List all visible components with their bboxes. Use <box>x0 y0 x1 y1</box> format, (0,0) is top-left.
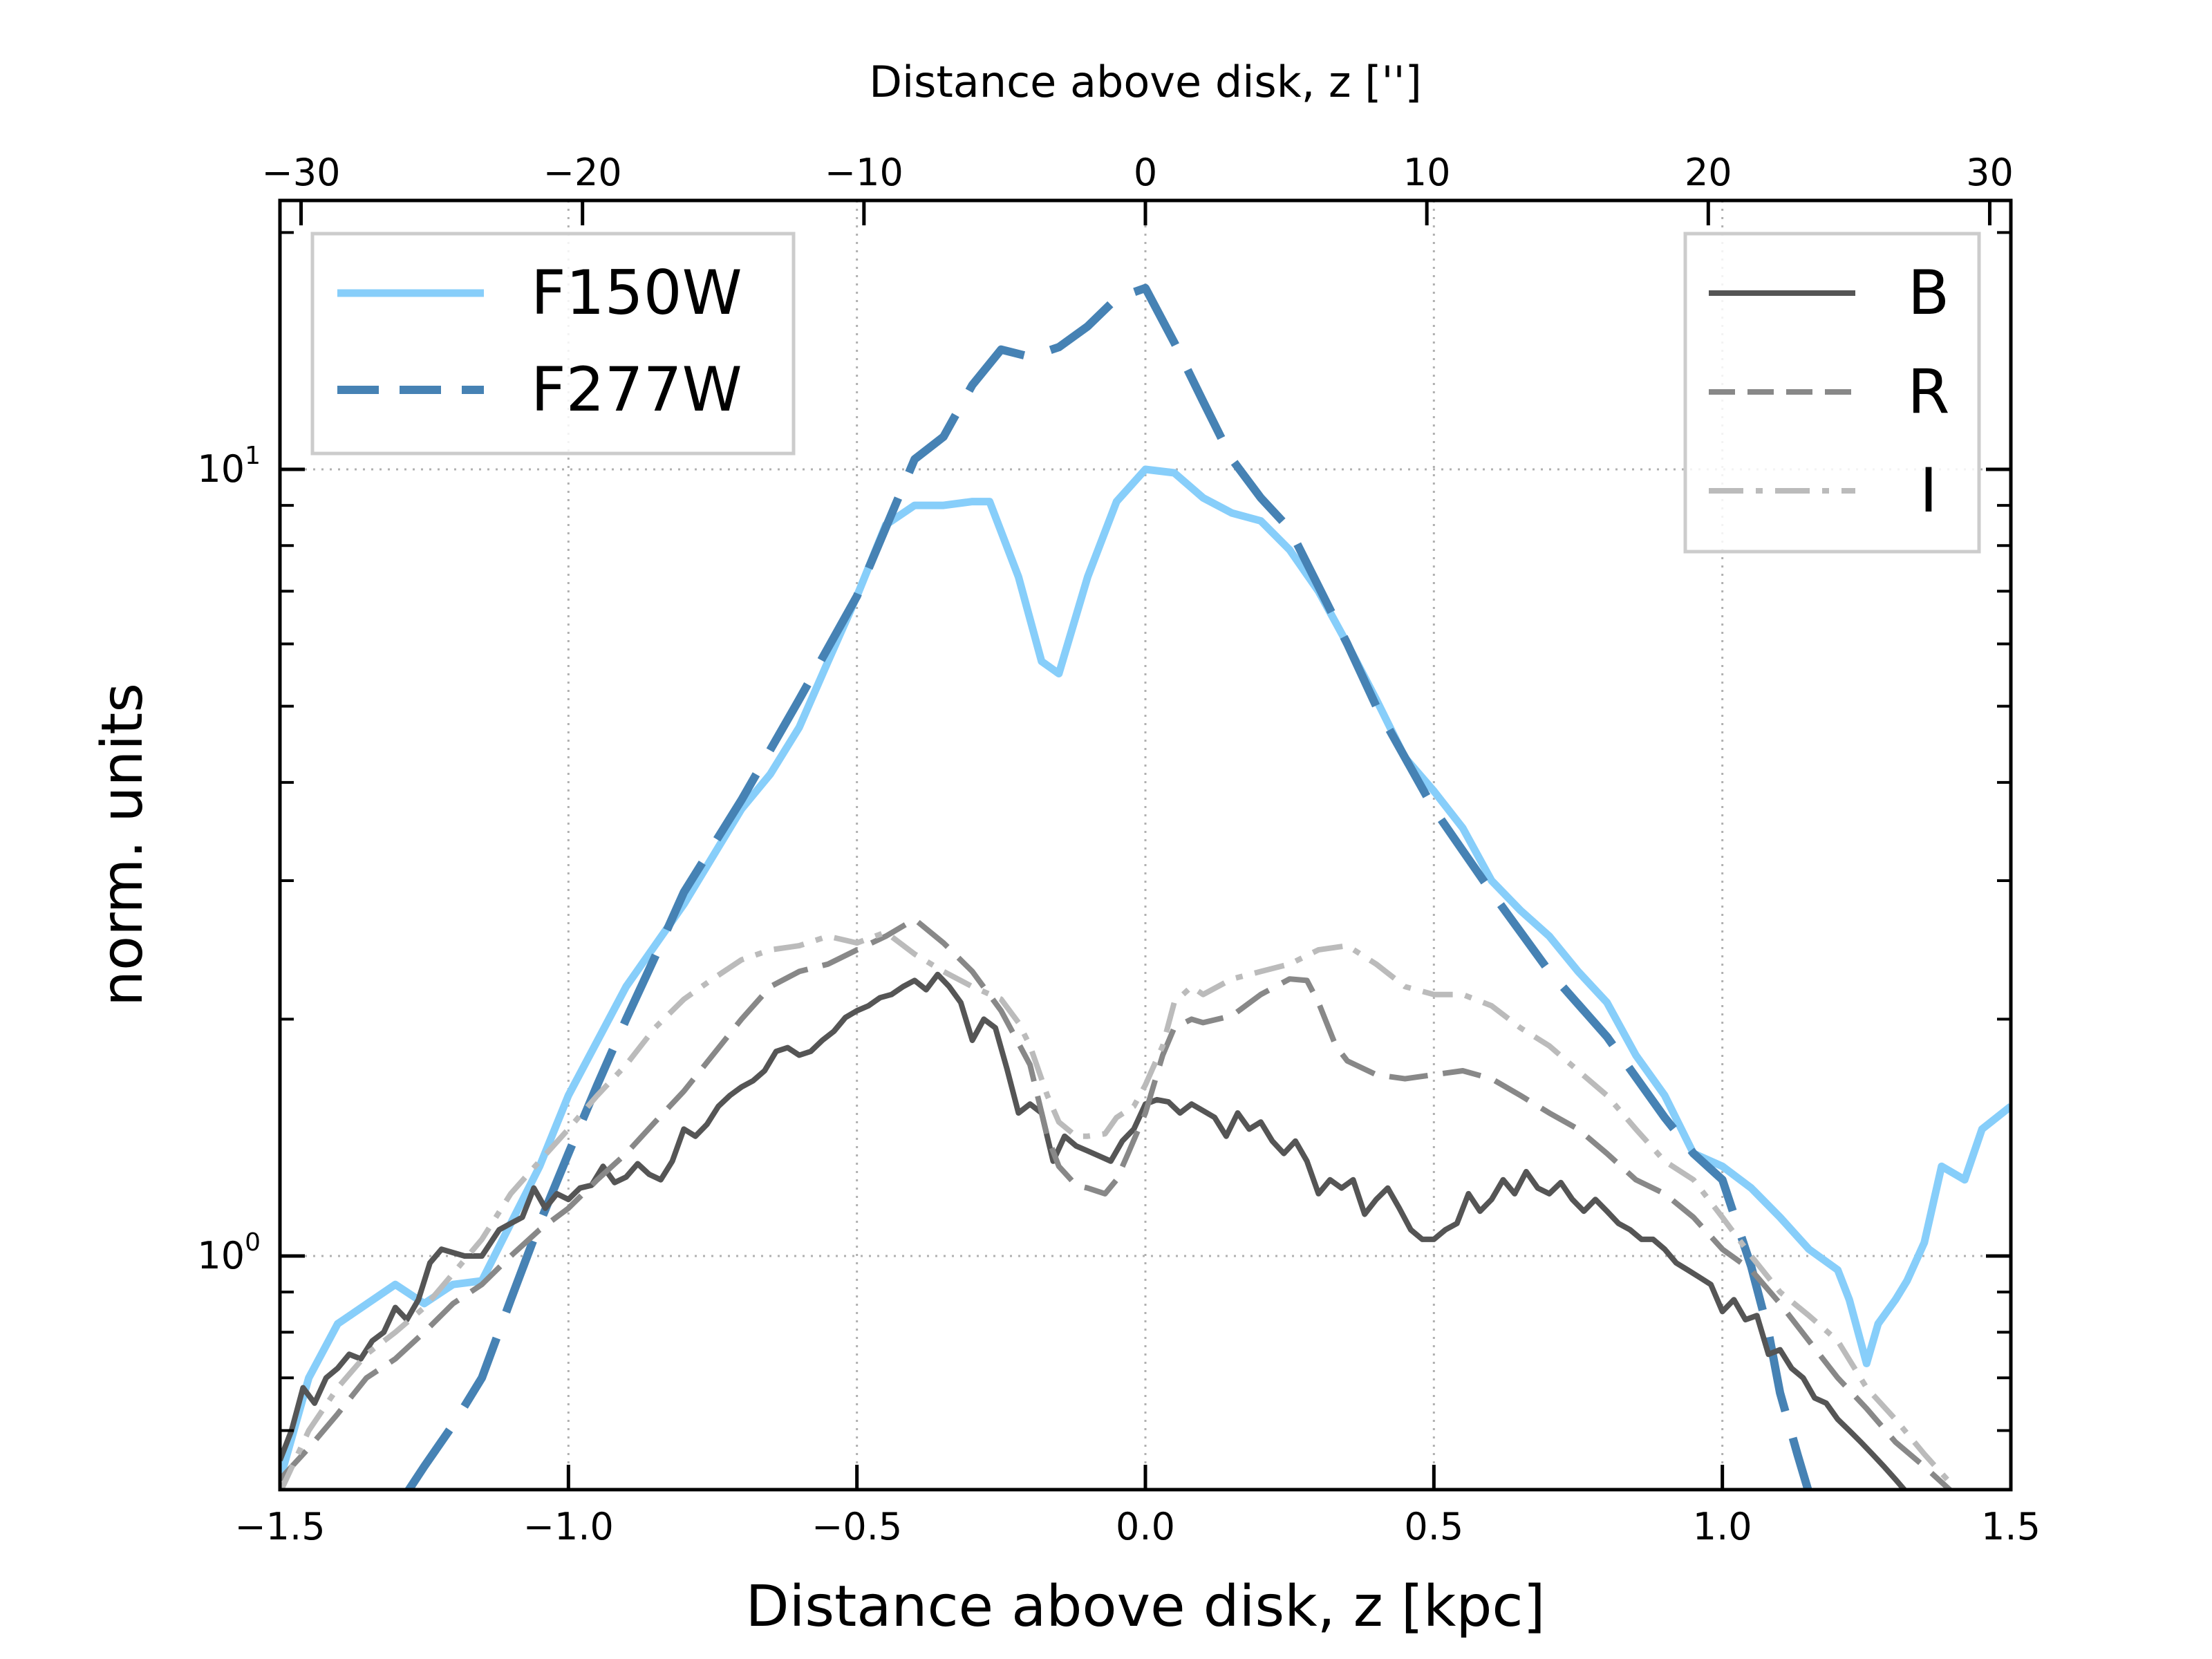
top-tick-label: −10 <box>825 151 903 194</box>
series-lines <box>280 283 2011 1490</box>
legend-label-f277w: F277W <box>531 354 742 425</box>
y-axis-title: norm. units <box>90 683 156 1006</box>
x-tick-label: 1.5 <box>1981 1505 2041 1548</box>
top-tick-label: 10 <box>1403 151 1451 194</box>
x-tick-label: −1.0 <box>523 1505 614 1548</box>
y-tick-label: 100 <box>197 1228 261 1277</box>
axis-ticks: −1.5 −1.0 −0.5 0.0 0.5 1.0 1.5 −30 −20 −10 0 10 20 30… <box>197 151 2041 1548</box>
x-tick-label: −0.5 <box>812 1505 902 1548</box>
x-tick-label: 0.0 <box>1116 1505 1175 1548</box>
x-tick-label: −1.5 <box>234 1505 325 1548</box>
series-line-f277w <box>404 283 1812 1490</box>
x-tick-label: 1.0 <box>1693 1505 1752 1548</box>
legend-label-b: B <box>1908 257 1949 328</box>
legend-label-f150w: F150W <box>531 257 742 328</box>
series-line-i <box>280 929 1956 1490</box>
series-line-b <box>280 971 1909 1490</box>
x-axis-title: Distance above disk, z [kpc] <box>745 1574 1545 1640</box>
series-line-r <box>280 916 1954 1490</box>
top-axis-title: Distance above disk, z [''] <box>869 57 1422 107</box>
legend-box <box>310 232 796 456</box>
legend-label-r: R <box>1907 356 1949 427</box>
legends: F150W F277W BRI <box>310 232 1981 554</box>
top-tick-label: −20 <box>543 151 622 194</box>
plot-frame <box>278 198 2013 1492</box>
top-tick-label: 0 <box>1134 151 1157 194</box>
top-tick-label: 30 <box>1966 151 2014 194</box>
y-tick-label: 101 <box>197 442 261 491</box>
top-tick-label: 20 <box>1685 151 1732 194</box>
legend-label-i: I <box>1920 455 1938 526</box>
series-line-f150w <box>280 465 2011 1481</box>
x-tick-label: 0.5 <box>1404 1505 1463 1548</box>
top-tick-label: −30 <box>262 151 341 194</box>
